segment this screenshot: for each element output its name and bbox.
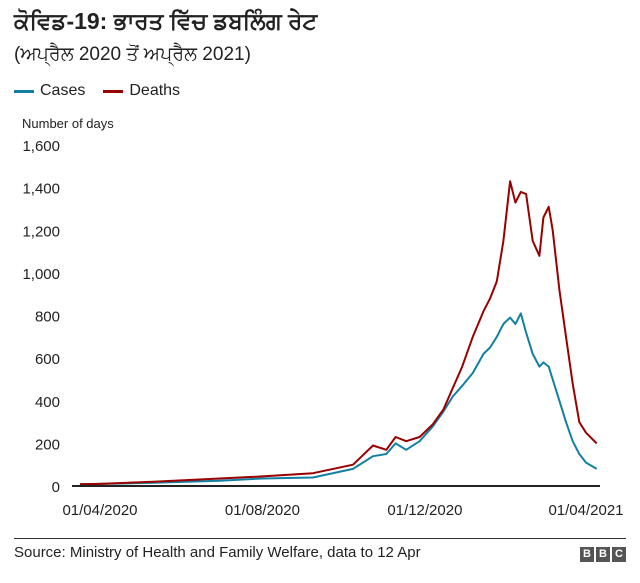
legend-label-deaths: Deaths <box>129 82 181 99</box>
x-tick-label: 01/04/2020 <box>62 502 137 519</box>
x-tick-label: 01/12/2020 <box>387 502 462 519</box>
y-tick-label: 1,000 <box>22 266 60 283</box>
y-tick-label: 0 <box>52 479 60 496</box>
x-tick-label: 01/08/2020 <box>225 502 300 519</box>
footer-divider <box>14 538 626 539</box>
chart-title: ਕੋਵਿਡ-19: ਭਾਰਤ ਵਿੱਚ ਡਬਲਿੰਗ ਰੇਟ <box>14 8 318 34</box>
bbc-logo-letter: C <box>612 547 626 562</box>
source-note: Source: Ministry of Health and Family We… <box>14 544 421 561</box>
x-tick-label: 01/04/2021 <box>548 502 623 519</box>
bbc-logo-letter: B <box>580 547 594 562</box>
y-tick-label: 1,400 <box>22 181 60 198</box>
y-tick-label: 800 <box>35 309 60 326</box>
series-line-deaths <box>79 180 598 486</box>
legend-item-deaths: Deaths <box>103 82 180 100</box>
y-tick-label: 200 <box>35 436 60 453</box>
y-tick-label: 400 <box>35 394 60 411</box>
y-axis-label: Number of days <box>22 116 114 131</box>
y-tick-label: 1,200 <box>22 223 60 240</box>
bbc-logo: B B C <box>580 547 626 562</box>
legend-label-cases: Cases <box>40 82 86 99</box>
y-tick-label: 600 <box>35 351 60 368</box>
legend-swatch-deaths <box>103 89 124 93</box>
chart-subtitle: (ਅਪ੍ਰੈਲ 2020 ਤੋਂ ਅਪ੍ਰੈਲ 2021) <box>14 44 251 65</box>
y-tick-label: 1,600 <box>22 138 60 155</box>
bbc-logo-letter: B <box>596 547 610 562</box>
legend-item-cases: Cases <box>14 82 85 100</box>
legend-swatch-cases <box>14 89 34 93</box>
legend: Cases Deaths <box>14 82 180 100</box>
series-line-cases <box>79 312 598 486</box>
